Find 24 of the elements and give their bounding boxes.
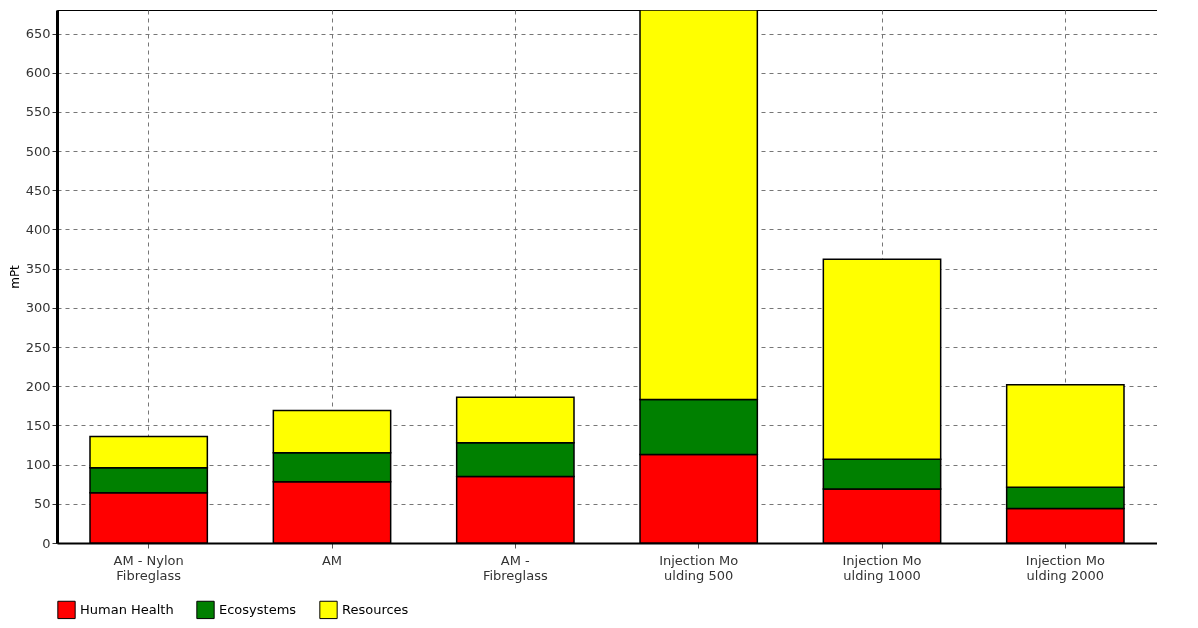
x-tick-label: Injection Mo ulding 2000 [1025,552,1105,583]
x-tick-label: AM - Nylon Fibreglass [113,552,184,583]
y-tick-label: 300 [25,300,51,316]
y-tick-label: 150 [25,417,51,433]
legend-label: Resources [342,601,409,617]
y-tick-label: 50 [33,496,51,512]
y-tick-label: 200 [25,378,51,394]
y-tick-label: 650 [25,26,51,42]
x-tick-label: Injection Mo ulding 500 [659,552,739,583]
legend-label: Human Health [80,601,174,617]
x-tick-label: Injection Mo ulding 1000 [842,552,922,583]
y-tick-label: 550 [25,104,51,120]
y-tick-label: 250 [25,339,51,355]
y-tick-label: 500 [25,143,51,159]
y-tick-label: 600 [25,65,51,81]
x-tick-label: AM [321,552,343,568]
legend-label: Ecosystems [219,601,297,617]
y-tick-label: 100 [25,457,51,473]
y-tick-label: 400 [25,221,51,237]
y-tick-label: 350 [25,261,51,277]
x-tick-label: AM - Fibreglass [482,552,548,583]
y-axis-title: mPt [7,264,22,289]
y-tick-label: 450 [25,182,51,198]
y-tick-label: 0 [42,535,51,551]
